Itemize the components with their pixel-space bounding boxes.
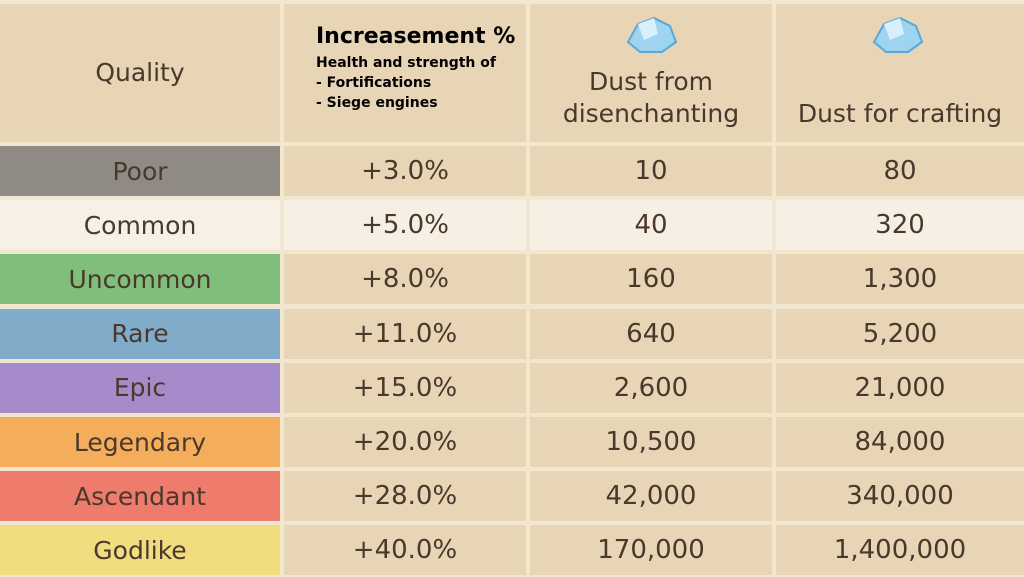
- dust-for-cell: 340,000: [776, 471, 1024, 522]
- increase-cell: +8.0%: [284, 254, 526, 305]
- dust-from-cell: 10,500: [530, 417, 772, 467]
- quality-cell: Poor: [0, 146, 280, 196]
- quality-cell: Legendary: [0, 417, 280, 467]
- dust-from-cell: 160: [530, 254, 772, 305]
- quality-cell: Epic: [0, 362, 280, 413]
- dust-from-cell: 640: [530, 308, 772, 359]
- quality-cell: Godlike: [0, 525, 280, 576]
- dust-for-cell: 320: [776, 200, 1024, 251]
- header-increase-line: Health and strength of: [316, 55, 496, 71]
- quality-cell: Rare: [0, 308, 280, 359]
- increase-cell: +40.0%: [284, 525, 526, 576]
- quality-cell: Uncommon: [0, 254, 280, 305]
- dust-for-cell: 80: [776, 146, 1024, 196]
- increase-cell: +11.0%: [284, 308, 526, 359]
- dust-for-cell: 21,000: [776, 362, 1024, 413]
- increase-cell: +3.0%: [284, 146, 526, 196]
- increase-cell: +28.0%: [284, 471, 526, 522]
- header-increase: Increasement % Health and strength of - …: [284, 4, 526, 142]
- dust-from-cell: 170,000: [530, 525, 772, 576]
- header-increase-title: Increasement %: [316, 24, 516, 49]
- increase-cell: +5.0%: [284, 200, 526, 251]
- quality-cell: Common: [0, 200, 280, 251]
- header-quality: Quality: [0, 4, 280, 142]
- dust-for-cell: 5,200: [776, 308, 1024, 359]
- dust-for-cell: 84,000: [776, 417, 1024, 467]
- dust-for-cell: 1,400,000: [776, 525, 1024, 576]
- dust-from-cell: 10: [530, 146, 772, 196]
- dust-from-cell: 2,600: [530, 362, 772, 413]
- increase-cell: +20.0%: [284, 417, 526, 467]
- dust-icon: [872, 16, 924, 53]
- header-increase-line: - Siege engines: [316, 95, 438, 111]
- dust-icon: [626, 16, 678, 53]
- header-increase-line: - Fortifications: [316, 75, 432, 91]
- increase-cell: +15.0%: [284, 362, 526, 413]
- dust-from-cell: 42,000: [530, 471, 772, 522]
- dust-for-cell: 1,300: [776, 254, 1024, 305]
- dust-from-cell: 40: [530, 200, 772, 251]
- quality-cell: Ascendant: [0, 471, 280, 522]
